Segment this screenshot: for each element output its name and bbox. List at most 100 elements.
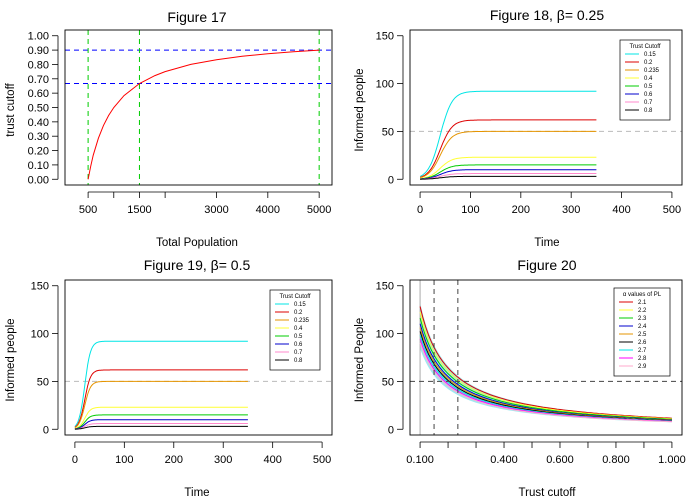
panel-title: Figure 20 xyxy=(517,257,576,273)
series-line xyxy=(74,414,248,430)
series-line xyxy=(74,369,248,428)
y-tick-label: 0.60 xyxy=(28,88,49,100)
x-tick-label: 200 xyxy=(512,204,530,216)
plot-frame xyxy=(409,279,683,436)
series-line xyxy=(74,425,248,430)
y-tick-label: 0.20 xyxy=(28,146,49,158)
panel-title: Figure 19, β= 0.5 xyxy=(144,257,251,273)
y-tick-label: 0.30 xyxy=(28,131,49,143)
series-line xyxy=(419,317,672,420)
y-axis-label: Informed people xyxy=(5,318,17,401)
panel-title: Figure 17 xyxy=(167,9,226,25)
x-tick-label: 300 xyxy=(214,454,232,466)
legend-label: 0.15 xyxy=(644,52,656,58)
series-line xyxy=(419,342,672,423)
series-line xyxy=(419,90,597,177)
legend-label: 2.3 xyxy=(638,316,647,322)
legend-label: 0.4 xyxy=(644,76,653,82)
x-tick-label: 100 xyxy=(461,204,479,216)
panel-title: Figure 18, β= 0.25 xyxy=(490,7,605,23)
legend-label: 2.9 xyxy=(638,364,647,370)
y-axis-label: Informed people xyxy=(354,68,366,151)
panel-figure-18: Figure 18, β= 0.25 Time Informed people … xyxy=(354,7,683,249)
series-line xyxy=(74,423,248,430)
x-tick-label: 0.600 xyxy=(546,454,574,466)
y-axis-label: Informed People xyxy=(354,318,366,402)
plot-frame xyxy=(409,29,683,186)
legend-label: 2.1 xyxy=(638,300,647,306)
x-tick-label: 1500 xyxy=(127,204,151,216)
y-tick-label: 100 xyxy=(376,329,394,341)
legend-label: 0.6 xyxy=(644,92,653,98)
x-tick-label: 100 xyxy=(115,454,133,466)
plot-frame xyxy=(64,29,333,186)
x-tick-label: 3000 xyxy=(204,204,228,216)
x-axis-label: Trust cutoff xyxy=(519,487,577,499)
legend-label: 0.5 xyxy=(294,334,303,340)
y-tick-label: 0.70 xyxy=(28,74,49,86)
y-tick-label: 0.80 xyxy=(28,59,49,71)
plot-frame xyxy=(64,279,333,436)
y-tick-label: 0.10 xyxy=(28,160,49,172)
y-tick-label: 50 xyxy=(382,126,394,138)
series-line xyxy=(419,130,597,179)
legend-label: 2.5 xyxy=(638,332,647,338)
y-tick-label: 50 xyxy=(37,376,49,388)
series-line xyxy=(74,406,248,429)
y-tick-label: 0.50 xyxy=(28,103,49,115)
legend-label: 0.8 xyxy=(294,358,303,364)
legend-label: 0.4 xyxy=(294,326,303,332)
x-axis-label: Total Population xyxy=(156,237,238,249)
x-tick-label: 400 xyxy=(263,454,281,466)
y-tick-label: 150 xyxy=(376,281,394,293)
legend-label: 2.8 xyxy=(638,356,647,362)
legend-label: 0.15 xyxy=(294,302,306,308)
series-line xyxy=(420,164,597,180)
y-tick-label: 50 xyxy=(382,376,394,388)
x-tick-label: 5000 xyxy=(307,204,331,216)
series-line xyxy=(420,169,597,180)
series-line xyxy=(419,306,672,419)
legend-title: α values of PL xyxy=(623,292,662,298)
confidence-band xyxy=(420,302,672,423)
y-tick-label: 150 xyxy=(31,281,49,293)
y-tick-label: 0.40 xyxy=(28,117,49,129)
panel-figure-17: Figure 17 Total Population trust cutoff … xyxy=(5,9,333,249)
y-tick-label: 1.00 xyxy=(28,31,49,43)
y-tick-label: 0 xyxy=(388,424,394,436)
series-line-trust-cutoff xyxy=(87,49,320,180)
panel-figure-20: Figure 20 Trust cutoff Informed People 0… xyxy=(354,257,686,499)
y-tick-label: 0.90 xyxy=(28,45,49,57)
x-axis-label: Time xyxy=(184,487,209,499)
x-tick-label: 0 xyxy=(72,454,78,466)
legend-label: 0.235 xyxy=(294,318,310,324)
legend-label: 0.2 xyxy=(644,60,653,66)
legend-title: Trust Cutoff xyxy=(279,294,310,300)
x-tick-label: 0.800 xyxy=(602,454,630,466)
legend-label: 2.2 xyxy=(638,308,647,314)
legend-label: 2.6 xyxy=(638,340,647,346)
series-line xyxy=(420,156,597,179)
series-line xyxy=(74,380,248,429)
legend-label: 0.8 xyxy=(644,108,653,114)
legend-label: 0.6 xyxy=(294,342,303,348)
y-tick-label: 150 xyxy=(376,31,394,43)
series-line xyxy=(74,340,248,427)
legend-label: 0.5 xyxy=(644,84,653,90)
y-tick-label: 0 xyxy=(43,424,49,436)
x-tick-label: 400 xyxy=(612,204,630,216)
x-tick-label: 500 xyxy=(313,454,331,466)
legend-box xyxy=(619,39,671,121)
legend-title: Trust Cutoff xyxy=(629,44,660,50)
legend-label: 2.7 xyxy=(638,348,647,354)
legend-label: 0.7 xyxy=(294,350,303,356)
legend-label: 0.7 xyxy=(644,100,653,106)
series-line xyxy=(420,173,597,180)
x-tick-label: 300 xyxy=(562,204,580,216)
legend-box xyxy=(269,289,321,371)
x-tick-label: 500 xyxy=(79,204,97,216)
series-line xyxy=(420,175,597,180)
legend-box xyxy=(613,287,671,377)
panel-figure-19: Figure 19, β= 0.5 Time Informed people 0… xyxy=(5,257,333,499)
y-tick-label: 0.00 xyxy=(28,174,49,186)
